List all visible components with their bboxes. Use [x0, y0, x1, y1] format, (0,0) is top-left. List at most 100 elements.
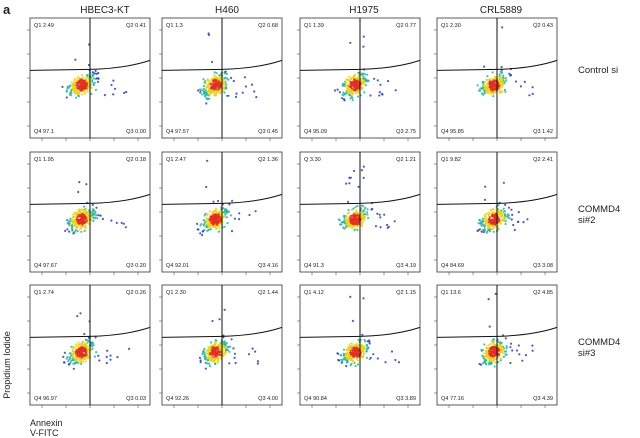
cell-event: [500, 66, 503, 69]
cell-event: [216, 84, 219, 87]
cell-event: [197, 228, 200, 231]
cell-event: [199, 361, 202, 364]
cell-event: [355, 342, 358, 345]
gate-horizontal-line: [299, 326, 421, 338]
cell-event: [113, 87, 117, 90]
cell-event: [78, 359, 81, 362]
cell-event: [69, 217, 72, 220]
cell-event: [531, 349, 534, 352]
cell-event: [97, 71, 100, 75]
cell-event: [490, 221, 493, 224]
cell-event: [213, 94, 216, 97]
cell-event: [219, 90, 222, 93]
cell-event: [207, 33, 210, 37]
cell-event: [348, 357, 351, 360]
cell-event: [373, 77, 376, 80]
cell-event: [208, 223, 211, 226]
cell-event: [227, 78, 230, 81]
cell-event: [485, 91, 488, 94]
cell-event: [203, 92, 206, 95]
cell-event: [125, 90, 128, 94]
cell-event: [477, 89, 480, 92]
cell-event: [509, 346, 512, 349]
cell-event: [200, 223, 203, 226]
cell-event: [72, 362, 75, 365]
cell-event: [202, 224, 205, 227]
cell-event: [504, 219, 507, 223]
cell-event: [492, 95, 495, 98]
cell-event: [223, 340, 226, 343]
cell-event: [72, 356, 75, 359]
cell-event: [90, 76, 93, 79]
cell-event: [362, 77, 365, 80]
cell-event: [347, 221, 350, 224]
cell-event: [207, 86, 210, 89]
cell-event: [248, 213, 251, 217]
cell-event: [69, 90, 72, 93]
cell-event: [483, 65, 486, 68]
cell-event: [394, 89, 397, 92]
cell-event: [72, 232, 75, 235]
cell-event: [90, 92, 93, 95]
cell-event: [502, 352, 505, 355]
quadrant-q4-label: Q4 91.3: [304, 263, 324, 269]
cell-event: [219, 82, 222, 85]
cell-event: [76, 350, 79, 353]
cell-event: [87, 222, 90, 225]
cell-event: [223, 225, 226, 228]
cell-event: [255, 96, 258, 99]
cell-event: [63, 351, 66, 354]
cell-event: [341, 82, 344, 85]
cell-event: [482, 362, 485, 365]
cell-event: [234, 361, 237, 365]
cell-event: [99, 214, 102, 217]
cell-event: [349, 78, 353, 81]
cell-event: [93, 217, 96, 220]
cell-event: [81, 212, 84, 215]
cell-event: [489, 343, 492, 346]
cell-event: [376, 212, 379, 215]
cell-event: [339, 223, 342, 226]
cell-event: [79, 86, 82, 89]
cell-event: [344, 222, 347, 225]
quadrant-q3-label: Q3 1.42: [533, 129, 553, 135]
cell-event: [349, 97, 352, 100]
cell-event: [522, 221, 525, 224]
cell-event: [68, 92, 72, 95]
cell-event: [213, 74, 216, 77]
quadrant-q3-label: Q3 0.45: [258, 129, 278, 135]
cell-event: [488, 349, 491, 352]
cell-event: [486, 79, 489, 82]
cell-event: [492, 359, 495, 362]
cell-event: [356, 228, 359, 231]
cell-event: [493, 218, 496, 222]
cell-event: [196, 222, 199, 225]
cell-event: [488, 85, 491, 88]
cell-event: [501, 85, 504, 88]
cell-event: [103, 94, 106, 97]
cell-event: [80, 74, 84, 77]
cell-event: [206, 359, 209, 362]
column-title-hbec3-kt: HBEC3-KT: [80, 5, 130, 16]
cell-event: [352, 75, 356, 78]
cell-event: [511, 349, 514, 352]
cell-event: [95, 214, 98, 217]
cell-event: [80, 230, 83, 233]
cell-event: [362, 355, 365, 358]
cell-event: [504, 337, 507, 340]
cell-event: [493, 225, 497, 228]
cell-event: [82, 216, 86, 219]
cell-event: [493, 216, 496, 219]
quadrant-q2-label: Q2 4.85: [533, 290, 553, 296]
cell-event: [81, 86, 84, 89]
cell-event: [477, 222, 480, 225]
cell-event: [71, 228, 74, 231]
cell-event: [341, 360, 344, 363]
cell-event: [485, 212, 488, 215]
cell-event: [361, 82, 364, 85]
cell-event: [211, 346, 214, 349]
cell-event: [206, 352, 209, 355]
row-label-commd4-si2: COMMD4 si#2: [578, 204, 621, 226]
cell-event: [498, 353, 501, 356]
cell-event: [482, 85, 486, 88]
